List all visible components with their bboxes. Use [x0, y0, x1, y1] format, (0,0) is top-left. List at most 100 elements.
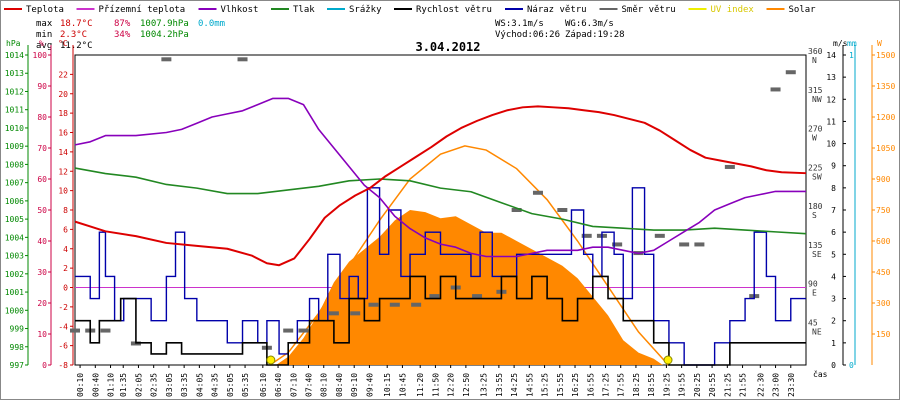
time-tick-label-26: 13:25 [480, 373, 489, 397]
percent-tick-label-5: 50 [37, 206, 47, 215]
wind-speed-line [75, 275, 806, 366]
time-tick-label-36: 18:25 [632, 373, 641, 397]
ms-tick-label-13: 13 [826, 73, 836, 82]
wind-speed-avg: WS:3.1m/s [495, 19, 544, 29]
wind-direction-mark-0 [70, 328, 80, 333]
wind-direction-mark-27 [694, 242, 705, 247]
hpa-tick-label-10: 1007 [5, 179, 24, 188]
percent-tick-label-0: 0 [42, 361, 47, 370]
time-tick-label-22: 11:20 [416, 373, 425, 397]
ms-tick-label-11: 11 [826, 117, 836, 126]
celsius-tick-label-7: 6 [63, 225, 68, 234]
stat-min-temp: 2.3°C [60, 30, 87, 40]
wind-direction-mark-26 [679, 242, 690, 247]
hpa-tick-label-17: 1014 [5, 51, 24, 60]
time-tick-label-1: 00:40 [91, 373, 100, 397]
wind-direction-mark-14 [429, 294, 440, 299]
time-tick-label-3: 01:35 [119, 373, 128, 397]
time-tick-label-40: 20:25 [693, 373, 702, 397]
wind-direction-mark-11 [368, 302, 379, 307]
stats-panel: max 18.7°C 87% 1007.9hPa 0.0mm min 2.3°C… [36, 19, 225, 51]
legend-label-6: Náraz větru [527, 5, 587, 15]
celsius-axis-title: °C [58, 39, 68, 48]
w-tick-label-2: 450 [876, 268, 891, 277]
wind-direction-mark-2 [100, 328, 111, 333]
w-tick-label-6: 1050 [876, 144, 895, 153]
legend-label-1: Přízemní teplota [99, 5, 186, 15]
wind-direction-mark-13 [411, 302, 422, 307]
wind-direction-mark-4 [161, 57, 172, 62]
wind-direction-mark-25 [654, 233, 665, 238]
hpa-tick-label-3: 1000 [5, 306, 24, 315]
time-tick-label-5: 02:35 [150, 373, 159, 397]
ms-tick-label-2: 2 [831, 317, 836, 326]
hpa-tick-label-5: 1002 [5, 270, 24, 279]
celsius-tick-label-1: -6 [58, 342, 68, 351]
time-tick-label-39: 19:55 [678, 373, 687, 397]
direction-tick-deg-7: 45 [808, 318, 818, 327]
celsius-tick-label-12: 16 [58, 129, 68, 138]
stat-min-pressure: 1004.2hPa [140, 30, 189, 40]
ms-tick-label-12: 12 [826, 95, 836, 104]
direction-tick-name-2: W [812, 134, 817, 143]
stat-avg-temp: 11.2°C [60, 41, 93, 51]
chart-title: 3.04.2012 [415, 40, 480, 54]
celsius-tick-label-6: 4 [63, 245, 68, 254]
wind-direction-mark-30 [770, 87, 781, 92]
hpa-tick-label-1: 998 [10, 343, 25, 352]
time-tick-label-10: 05:05 [226, 373, 235, 397]
ms-axis-title: m/s [833, 39, 848, 48]
time-tick-label-34: 17:25 [601, 373, 610, 397]
celsius-tick-label-8: 8 [63, 206, 68, 215]
hpa-tick-label-7: 1004 [5, 233, 24, 242]
time-tick-label-18: 09:10 [350, 373, 359, 397]
time-tick-label-38: 19:25 [662, 373, 671, 397]
celsius-tick-label-10: 12 [58, 167, 68, 176]
hpa-tick-label-14: 1011 [5, 106, 24, 115]
hpa-tick-label-6: 1003 [5, 252, 24, 261]
time-tick-label-12: 06:10 [259, 373, 268, 397]
time-tick-label-7: 03:35 [180, 373, 189, 397]
time-tick-label-8: 04:05 [195, 373, 204, 397]
mm-tick-label-0: 0 [849, 361, 854, 370]
time-tick-label-20: 10:15 [383, 373, 392, 397]
direction-tick-deg-4: 180 [808, 202, 823, 211]
legend: Teplota Přízemní teplota Vlhkost Tlak Srážky… [4, 5, 816, 15]
w-tick-label-9: 1500 [876, 51, 895, 60]
time-tick-label-17: 08:40 [335, 373, 344, 397]
legend-label-3: Tlak [293, 5, 315, 15]
time-tick-label-15: 07:40 [305, 373, 314, 397]
wind-direction-mark-10 [350, 311, 361, 316]
legend-label-9: Solar [789, 5, 817, 15]
percent-tick-label-3: 30 [37, 268, 47, 277]
w-tick-label-1: 300 [876, 299, 891, 308]
wind-gust-max: WG:6.3m/s [565, 19, 614, 29]
direction-tick-deg-3: 225 [808, 163, 823, 172]
stat-max-pressure: 1007.9hPa [140, 19, 189, 29]
ms-tick-label-14: 14 [826, 51, 836, 60]
w-tick-label-0: 150 [876, 330, 891, 339]
percent-tick-label-6: 60 [37, 175, 47, 184]
time-tick-label-41: 20:55 [708, 373, 717, 397]
time-tick-label-30: 15:25 [541, 373, 550, 397]
time-tick-label-19: 09:40 [365, 373, 374, 397]
stat-max-rain: 0.0mm [198, 19, 225, 29]
percent-tick-label-8: 80 [37, 113, 47, 122]
time-tick-label-43: 21:55 [739, 373, 748, 397]
time-axis: 00:10 00:40 01:10 01:35 02:05 02:35 03:05 03:35… [76, 365, 828, 397]
legend-label-8: UV index [711, 5, 755, 15]
stat-avg-label: avg [36, 41, 52, 51]
ms-tick-label-10: 10 [826, 140, 836, 149]
time-tick-label-24: 12:20 [447, 373, 456, 397]
percent-tick-label-1: 10 [37, 330, 47, 339]
legend-label-0: Teplota [26, 5, 64, 15]
wind-direction-mark-7 [283, 328, 294, 333]
plot-area [70, 57, 807, 366]
ms-tick-label-8: 8 [831, 184, 836, 193]
direction-tick-name-7: NE [812, 327, 822, 336]
hpa-tick-label-15: 1012 [5, 87, 24, 96]
mm-axis-title: mm [847, 39, 857, 48]
direction-tick-deg-1: 315 [808, 86, 823, 95]
percent-tick-label-4: 40 [37, 237, 47, 246]
time-tick-label-4: 02:05 [134, 373, 143, 397]
